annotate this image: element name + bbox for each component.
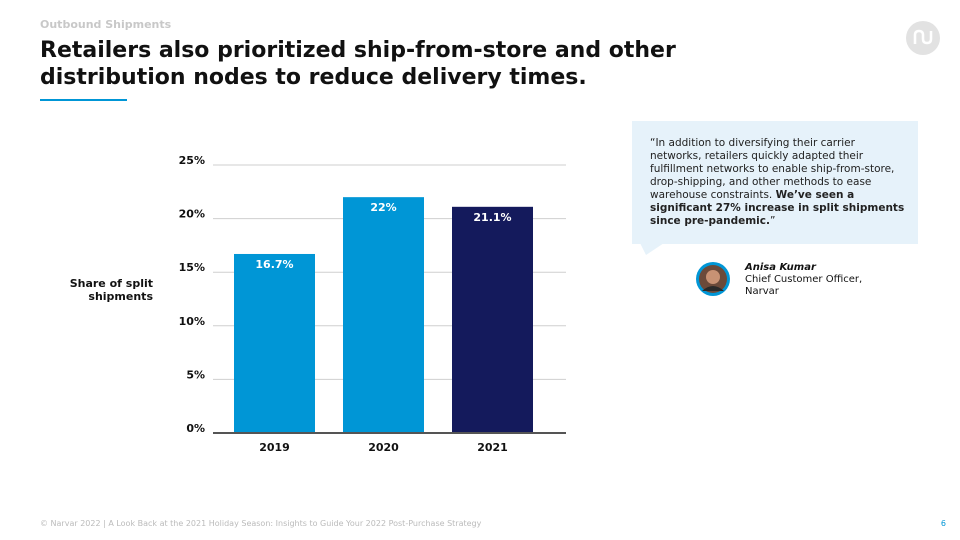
quote-text: “In addition to diversifying their carri… — [650, 137, 895, 201]
title: Retailers also prioritized ship-from-sto… — [40, 37, 676, 91]
title-line: distribution nodes to reduce delivery ti… — [40, 65, 587, 90]
title-underline — [40, 99, 127, 101]
y-axis-label: Share of split shipments — [69, 277, 153, 303]
person-name: Anisa Kumar — [745, 262, 816, 273]
person: Anisa Kumar Chief Customer Officer, Narv… — [745, 262, 862, 298]
x-tick-label: 2020 — [368, 441, 399, 454]
quote-emphasis: We’ve seen a significant 27% increase in… — [650, 189, 905, 227]
y-tick-label: 20% — [179, 208, 205, 221]
quote-box — [632, 121, 918, 244]
x-tick-label: 2019 — [259, 441, 290, 454]
x-tick-label: 2021 — [477, 441, 508, 454]
value-label: 21.1% — [473, 211, 511, 224]
logo — [906, 21, 940, 55]
value-label: 22% — [370, 201, 396, 214]
bar — [343, 197, 424, 433]
y-tick-label: 0% — [186, 422, 205, 435]
footer: © Narvar 2022 | A Look Back at the 2021 … — [40, 519, 482, 528]
person-role: Narvar — [745, 286, 779, 297]
y-tick-label: 5% — [186, 368, 205, 381]
quote-pointer — [640, 243, 664, 255]
quote: “In addition to diversifying their carri… — [650, 137, 905, 228]
y-tick-label: 25% — [179, 154, 205, 167]
bar — [452, 206, 533, 433]
quote-end: ” — [769, 215, 776, 227]
title-line: Retailers also prioritized ship-from-sto… — [40, 38, 676, 63]
avatar — [696, 262, 730, 296]
y-tick-label: 10% — [179, 315, 205, 328]
person-role: Chief Customer Officer, — [745, 274, 863, 285]
page-number: 6 — [940, 519, 946, 528]
y-tick-label: 15% — [179, 261, 205, 274]
eyebrow: Outbound Shipments — [40, 18, 172, 31]
bar — [234, 253, 315, 433]
value-label: 16.7% — [255, 258, 293, 271]
